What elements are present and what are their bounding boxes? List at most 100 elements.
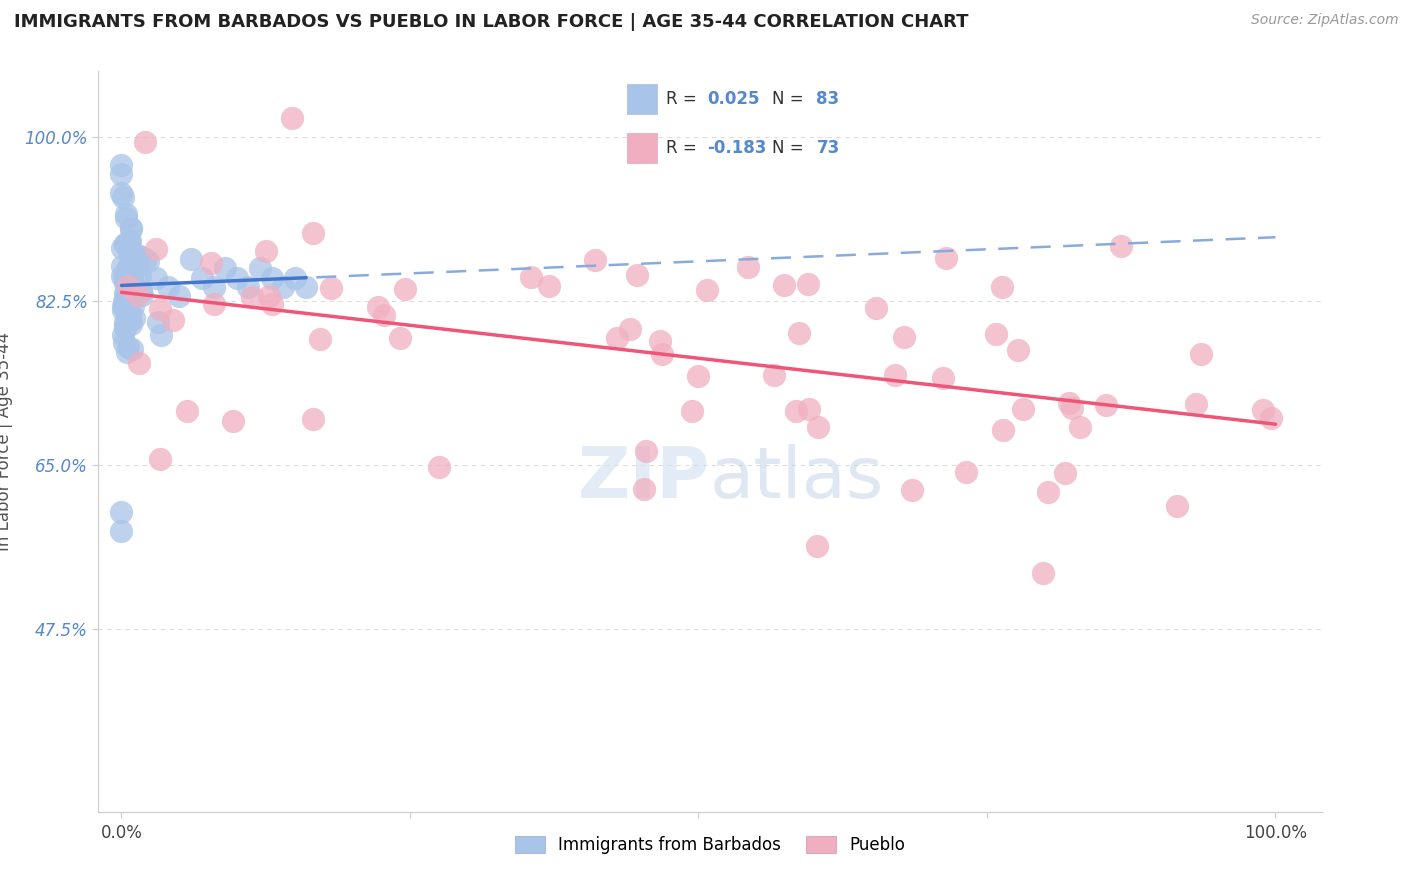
Point (120, 317, 142, 331)
Point (901, 483, 924, 498)
Point (225, 270, 247, 285)
Text: R =: R = (666, 139, 702, 157)
Point (295, 280, 318, 294)
Point (1111, 239, 1133, 253)
Point (302, 412, 325, 426)
Point (114, 320, 136, 334)
Point (1185, 397, 1208, 411)
Point (110, 186, 132, 201)
Point (131, 287, 153, 301)
Point (114, 315, 136, 329)
Point (619, 322, 641, 336)
Text: 0.025: 0.025 (707, 90, 759, 108)
Point (1053, 466, 1076, 480)
Point (117, 289, 139, 303)
Point (115, 211, 138, 225)
Point (242, 290, 264, 304)
Point (681, 404, 703, 418)
Point (176, 404, 198, 418)
Point (626, 268, 648, 282)
Point (122, 311, 145, 326)
Point (122, 285, 145, 300)
Point (146, 314, 169, 328)
Point (807, 420, 830, 434)
Text: 83: 83 (817, 90, 839, 108)
Point (110, 524, 132, 538)
Point (931, 371, 953, 385)
Point (149, 301, 172, 316)
Point (145, 243, 167, 257)
Point (1260, 410, 1282, 425)
Point (115, 236, 138, 251)
Point (1011, 402, 1033, 417)
Point (110, 505, 132, 519)
Point (204, 296, 226, 310)
Point (117, 234, 139, 248)
Text: R =: R = (666, 90, 702, 108)
Point (520, 269, 543, 284)
Point (606, 331, 628, 345)
Point (115, 262, 138, 277)
Point (249, 261, 271, 276)
Point (394, 282, 416, 296)
Y-axis label: In Labor Force | Age 35-44: In Labor Force | Age 35-44 (0, 332, 14, 551)
Point (884, 368, 907, 382)
Point (167, 289, 190, 303)
Point (114, 207, 136, 221)
Point (651, 347, 673, 361)
Point (129, 269, 152, 284)
Point (1189, 347, 1212, 361)
Point (686, 369, 709, 384)
Point (696, 283, 718, 297)
Point (367, 301, 389, 315)
Point (118, 251, 141, 265)
Point (257, 288, 280, 302)
Point (260, 270, 283, 285)
Point (773, 277, 796, 292)
Point (134, 252, 156, 266)
Point (112, 336, 135, 351)
Point (373, 308, 395, 322)
Point (111, 269, 134, 284)
Point (797, 277, 820, 292)
Point (893, 330, 915, 344)
Point (1253, 403, 1275, 417)
Point (117, 340, 139, 354)
Point (128, 249, 150, 263)
Point (129, 285, 152, 299)
Point (1062, 401, 1084, 415)
Point (935, 251, 957, 265)
Point (388, 331, 411, 345)
Point (128, 356, 150, 370)
Point (120, 222, 142, 236)
Point (122, 299, 145, 313)
Point (301, 226, 323, 240)
Point (134, 135, 156, 149)
Point (120, 235, 142, 249)
Point (136, 254, 159, 268)
Point (254, 244, 277, 258)
Point (121, 268, 143, 283)
Point (117, 261, 139, 276)
Point (865, 301, 887, 316)
Point (648, 334, 671, 348)
Point (319, 280, 342, 294)
Point (797, 401, 820, 416)
Point (121, 284, 143, 298)
Point (112, 327, 135, 342)
Point (111, 241, 134, 255)
Point (128, 249, 150, 263)
Point (127, 288, 149, 302)
Text: IMMIGRANTS FROM BARBADOS VS PUEBLO IN LABOR FORCE | AGE 35-44 CORRELATION CHART: IMMIGRANTS FROM BARBADOS VS PUEBLO IN LA… (14, 13, 969, 31)
Point (120, 220, 142, 235)
Point (112, 293, 135, 308)
Point (537, 279, 560, 293)
Point (1069, 419, 1091, 434)
Point (984, 326, 1007, 341)
Point (583, 253, 606, 268)
Point (115, 344, 138, 359)
Point (117, 260, 139, 274)
Point (121, 342, 143, 356)
Text: Source: ZipAtlas.com: Source: ZipAtlas.com (1251, 13, 1399, 28)
Text: -0.183: -0.183 (707, 139, 766, 157)
